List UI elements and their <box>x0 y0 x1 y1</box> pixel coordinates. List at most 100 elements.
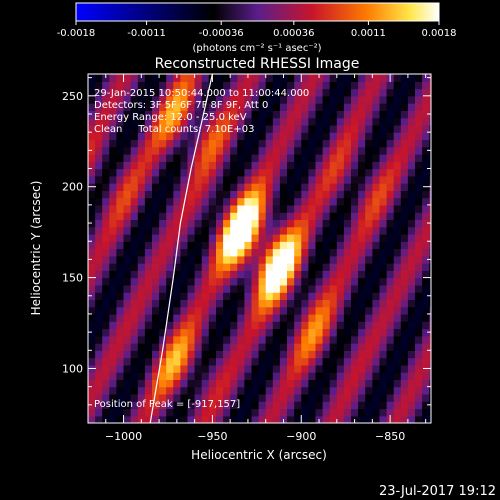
heatmap-cell <box>422 139 430 148</box>
heatmap-cell <box>365 175 373 184</box>
heatmap-cell <box>315 212 324 220</box>
heatmap-cell <box>116 277 125 286</box>
heatmap-cell <box>166 350 174 359</box>
heatmap-cell <box>116 190 125 199</box>
heatmap-cell <box>358 313 366 322</box>
heatmap-cell <box>130 350 139 359</box>
heatmap-cell <box>230 350 238 359</box>
heatmap-cell <box>294 415 302 423</box>
heatmap-cell <box>365 95 373 104</box>
heatmap-cell <box>351 350 359 359</box>
heatmap-cell <box>208 146 217 155</box>
heatmap-cell <box>251 190 260 199</box>
heatmap-cell <box>230 408 238 417</box>
heatmap-cell <box>436 147 444 155</box>
heatmap-cell <box>422 146 430 155</box>
heatmap-cell <box>358 234 366 242</box>
heatmap-cell <box>358 350 366 359</box>
heatmap-cell <box>400 124 409 133</box>
heatmap-cell <box>123 379 132 388</box>
heatmap-cell <box>130 263 139 271</box>
heatmap-cell <box>152 197 160 206</box>
heatmap-cell <box>287 132 295 141</box>
heatmap-cell <box>365 364 373 373</box>
heatmap-cell <box>386 88 395 97</box>
heatmap-cell <box>95 263 103 271</box>
heatmap-cell <box>436 190 444 198</box>
heatmap-cell <box>265 212 274 220</box>
heatmap-cell <box>308 241 317 250</box>
heatmap-cell <box>265 190 274 199</box>
heatmap-cell <box>379 357 388 366</box>
heatmap-cell <box>301 343 309 351</box>
heatmap-cell <box>137 328 146 337</box>
heatmap-cell <box>308 386 317 395</box>
heatmap-cell <box>358 74 366 82</box>
heatmap-cell <box>258 401 267 410</box>
heatmap-cell <box>244 379 253 388</box>
heatmap-cell <box>137 234 146 242</box>
heatmap-cell <box>308 401 317 410</box>
heatmap-cell <box>144 299 153 308</box>
heatmap-cell <box>351 321 359 330</box>
heatmap-cell <box>358 255 366 264</box>
heatmap-cell <box>436 343 444 351</box>
heatmap-cell <box>301 204 309 213</box>
heatmap-cell <box>95 183 103 191</box>
heatmap-cell <box>116 204 125 213</box>
heatmap-cell <box>436 416 444 424</box>
heatmap-cell <box>223 124 231 133</box>
heatmap-cell <box>329 95 338 104</box>
heatmap-cell <box>152 168 160 177</box>
heatmap-cell <box>308 168 317 177</box>
heatmap-cell <box>166 212 174 220</box>
heatmap-cell <box>194 401 203 410</box>
heatmap-cell <box>294 299 302 308</box>
heatmap-cell <box>123 204 132 213</box>
heatmap-cell <box>287 277 295 286</box>
heatmap-cell <box>315 321 324 330</box>
heatmap-cell <box>315 139 324 148</box>
heatmap-cell <box>173 226 181 235</box>
heatmap-cell <box>173 335 181 344</box>
heatmap-cell <box>166 408 174 417</box>
heatmap-cell <box>201 255 210 264</box>
chart-title: Reconstructed RHESSI Image <box>155 56 360 72</box>
heatmap-cell <box>201 175 210 184</box>
heatmap-cell <box>201 321 210 330</box>
heatmap-cell <box>223 204 231 213</box>
heatmap-cell <box>343 270 352 279</box>
heatmap-cell <box>265 197 274 206</box>
heatmap-cell <box>201 364 210 373</box>
heatmap-cell <box>137 241 146 250</box>
heatmap-cell <box>102 190 110 199</box>
heatmap-cell <box>429 204 431 213</box>
heatmap-cell <box>308 212 317 220</box>
heatmap-cell <box>415 197 423 206</box>
heatmap-cell <box>258 379 267 388</box>
heatmap-cell <box>358 386 366 395</box>
heatmap-cell <box>166 234 174 242</box>
heatmap-cell <box>400 234 409 242</box>
heatmap-cell <box>144 74 153 82</box>
heatmap-cell <box>415 364 423 373</box>
heatmap-cell <box>166 154 174 162</box>
heatmap-cell <box>343 190 352 199</box>
heatmap-cell <box>301 270 309 279</box>
heatmap-cell <box>365 372 373 380</box>
heatmap-cell <box>123 175 132 184</box>
heatmap-cell <box>379 321 388 330</box>
heatmap-cell <box>116 284 125 293</box>
heatmap-cell <box>137 81 146 90</box>
heatmap-cell <box>88 124 96 133</box>
heatmap-cell <box>343 234 352 242</box>
heatmap-cell <box>436 205 444 213</box>
heatmap-cell <box>372 197 381 206</box>
heatmap-cell <box>216 124 224 133</box>
heatmap-cell <box>365 357 373 366</box>
heatmap-cell <box>265 408 274 417</box>
heatmap-cell <box>137 284 146 293</box>
heatmap-cell <box>223 212 231 220</box>
heatmap-cell <box>123 350 132 359</box>
heatmap-cell <box>343 175 352 184</box>
